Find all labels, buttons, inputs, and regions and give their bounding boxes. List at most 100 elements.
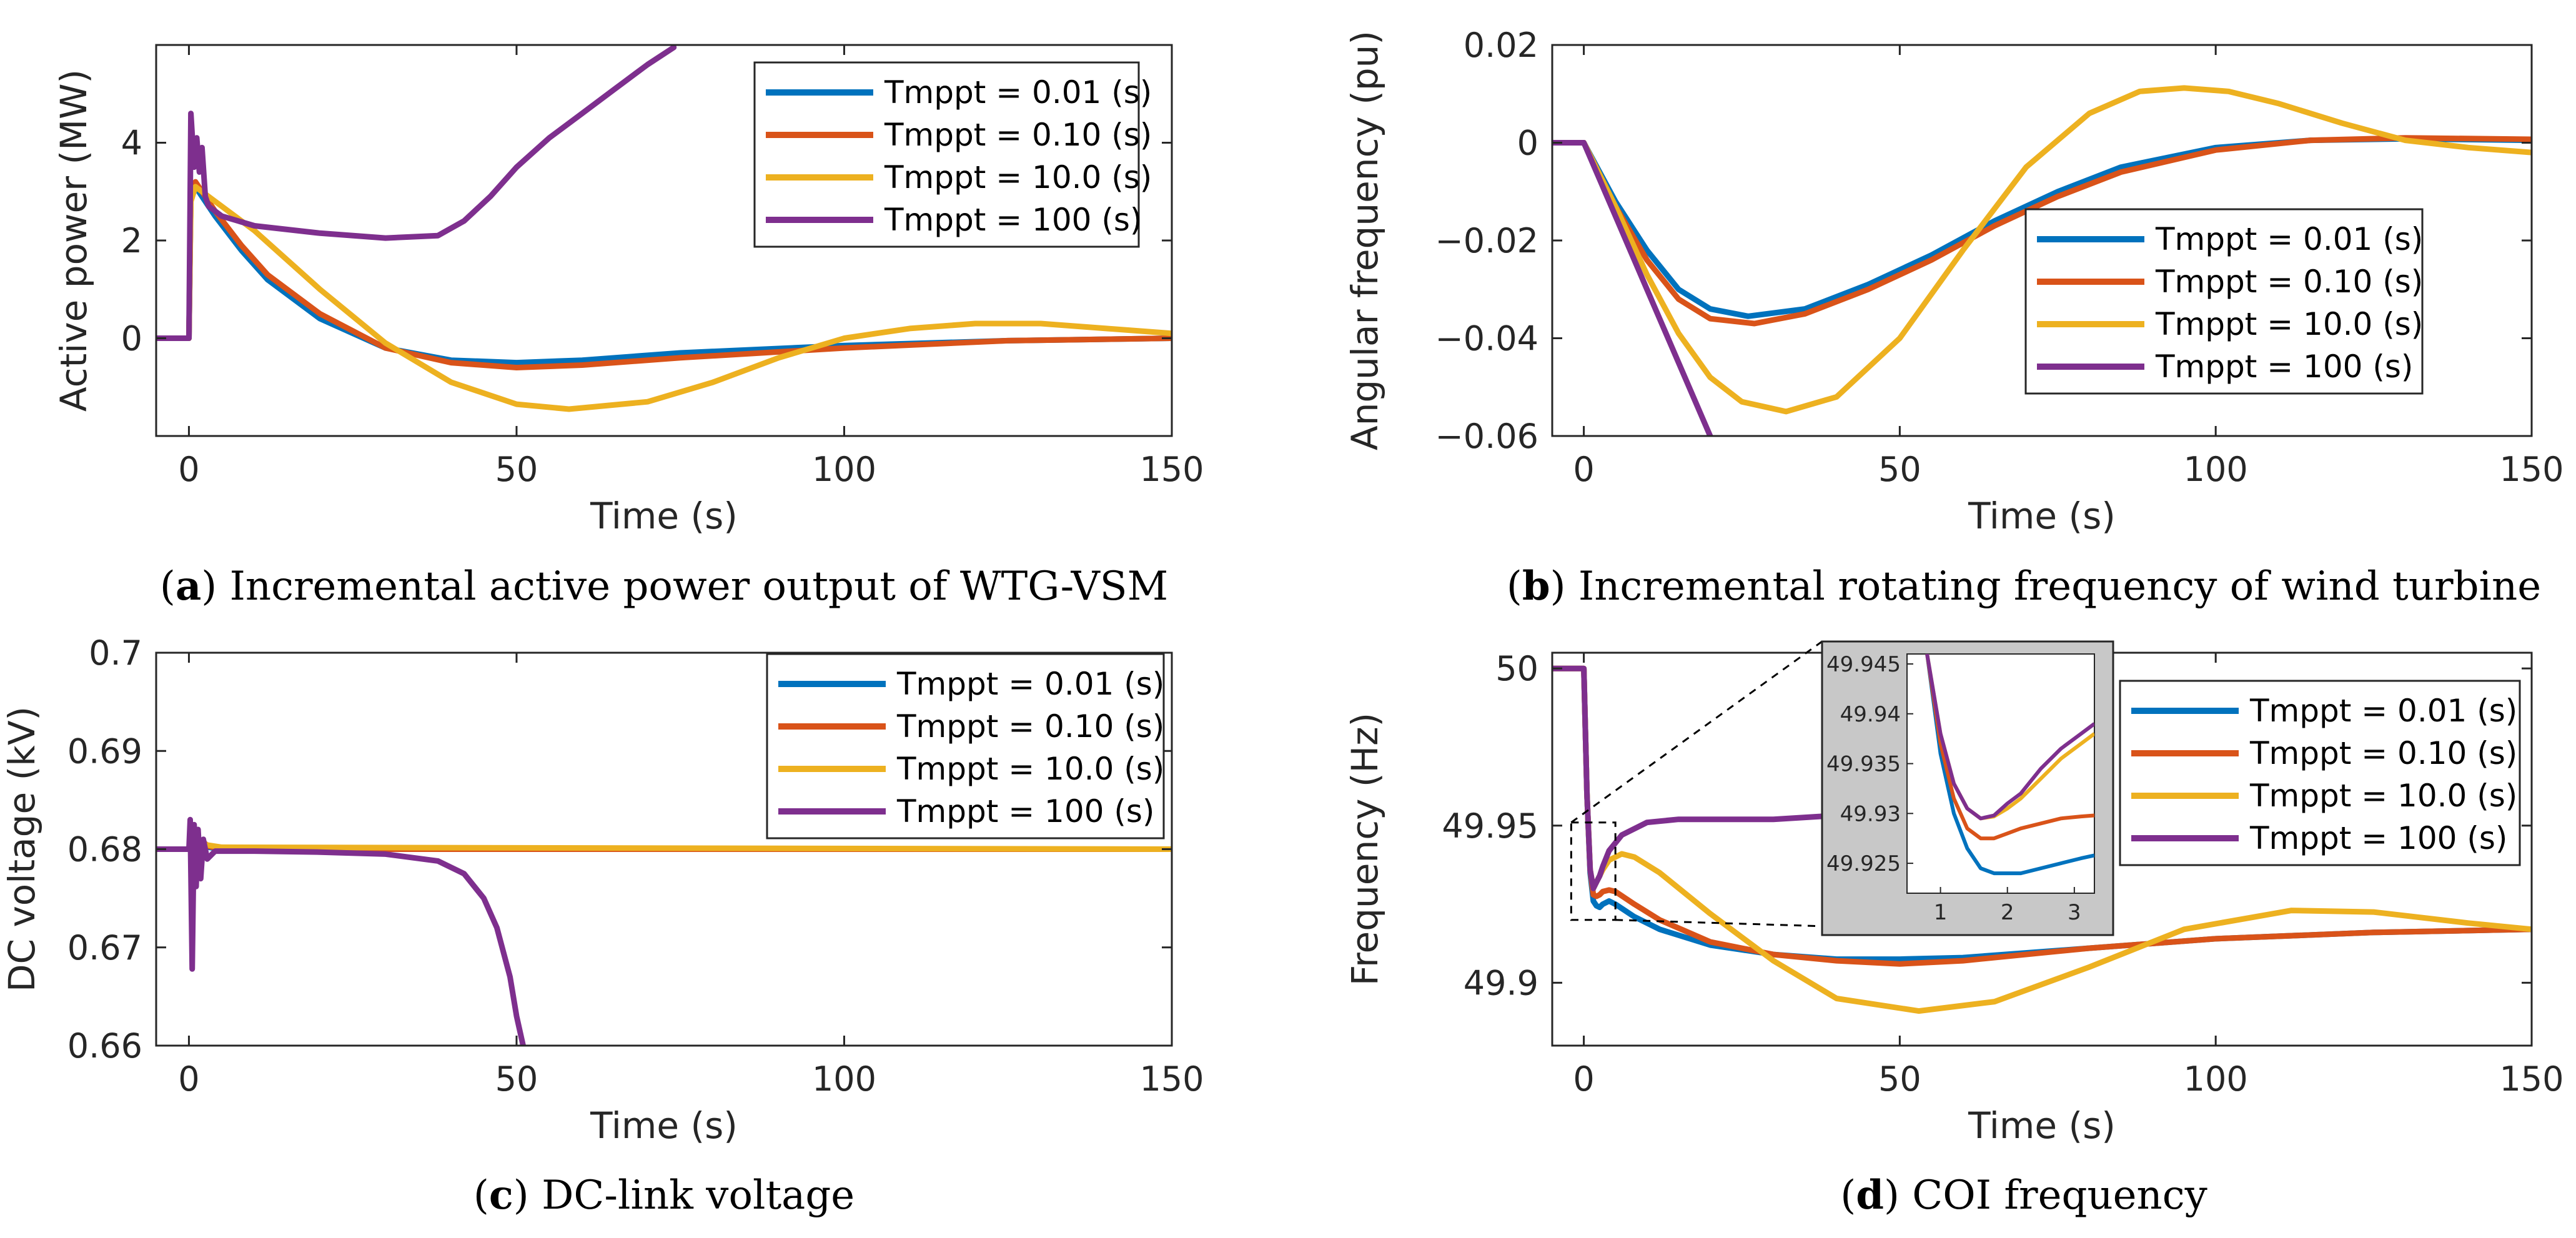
- series-line-4: [156, 45, 677, 341]
- y-tick-label: 0.69: [67, 731, 142, 771]
- x-tick-label: 150: [2499, 450, 2564, 489]
- caption-d: (d) COI frequency: [1840, 1172, 2207, 1219]
- y-tick-label: 50: [1495, 649, 1538, 688]
- y-tick-label: 49.95: [1442, 806, 1538, 846]
- y-tick-label: 49.9: [1464, 963, 1538, 1003]
- legend-entry: Tmppt = 0.01 (s): [884, 74, 1152, 111]
- legend-entry: Tmppt = 10.0 (s): [2249, 778, 2517, 814]
- legend-entry: Tmppt = 0.10 (s): [2249, 735, 2517, 771]
- x-tick-label: 100: [812, 450, 876, 489]
- inset-y-tick-label: 49.94: [1840, 702, 1901, 727]
- x-tick-label: 0: [1573, 1059, 1594, 1099]
- legend-entry: Tmppt = 0.10 (s): [884, 117, 1152, 153]
- legend-entry: Tmppt = 0.01 (s): [2155, 221, 2423, 257]
- legend-entry: Tmppt = 0.10 (s): [2155, 264, 2423, 300]
- inset-x-tick-label: 2: [2001, 900, 2014, 925]
- x-tick-label: 0: [1573, 450, 1594, 489]
- y-tick-label: 0: [1517, 124, 1538, 163]
- x-tick-label: 150: [1139, 450, 1204, 489]
- x-tick-label: 150: [1139, 1059, 1204, 1099]
- inset-y-tick-label: 49.935: [1826, 752, 1901, 777]
- series-line-4: [1552, 140, 1713, 436]
- y-tick-label: 0.02: [1464, 26, 1538, 65]
- x-tick-label: 150: [2499, 1059, 2564, 1099]
- y-tick-label: 0.7: [89, 633, 142, 673]
- inset-y-tick-label: 49.945: [1826, 652, 1901, 677]
- y-tick-label: 4: [121, 124, 142, 163]
- inset-series-line-4: [1925, 654, 2094, 821]
- x-tick-label: 50: [495, 1059, 538, 1099]
- caption-text: DC-link voltage: [529, 1172, 855, 1219]
- y-tick-label: 2: [121, 221, 142, 260]
- y-tick-label: −0.04: [1435, 319, 1538, 359]
- caption-c: (c) DC-link voltage: [473, 1172, 855, 1219]
- chart-d: 0 50 100 150 49.9 49.95 50 Time (s) Frequency (H…: [1344, 640, 2564, 1147]
- x-tick-label: 100: [2184, 450, 2248, 489]
- y-axis-label: Frequency (Hz): [1344, 713, 1386, 986]
- x-tick-label: 100: [812, 1059, 876, 1099]
- caption-paren: (: [160, 563, 176, 610]
- zoom-region-box: [1570, 821, 1617, 921]
- inset-series-line-1: [1925, 654, 2094, 876]
- inset-series-line-2: [1925, 654, 2094, 841]
- series-line-4: [1552, 665, 1852, 891]
- legend: Tmppt = 0.01 (s) Tmppt = 0.10 (s) Tmppt = …: [2024, 208, 2424, 395]
- legend-entry: Tmppt = 100 (s): [896, 793, 1154, 829]
- legend-entry: Tmppt = 0.01 (s): [896, 666, 1164, 702]
- caption-paren: (: [473, 1172, 489, 1219]
- legend: Tmppt = 0.01 (s) Tmppt = 0.10 (s) Tmppt = …: [766, 653, 1165, 839]
- y-tick-label: 0.66: [67, 1026, 142, 1066]
- x-axis-label: Time (s): [1968, 1104, 2116, 1147]
- zoom-connector: [1570, 640, 1823, 823]
- caption-a: (a) Incremental active power output of W…: [160, 563, 1168, 610]
- caption-text: COI frequency: [1900, 1172, 2207, 1219]
- y-tick-label: −0.06: [1435, 417, 1538, 456]
- x-axis-label: Time (s): [1968, 495, 2116, 537]
- x-tick-label: 0: [178, 1059, 199, 1099]
- caption-paren: (: [1840, 1172, 1856, 1219]
- series-line-3: [156, 184, 1172, 412]
- chart-a: 0 50 100 150 0 2 4 Time (s) Active power (MW) Tmp…: [52, 44, 1204, 537]
- inset: 1 2 3 49.925 49.93 49.935 49.94 49.945: [1570, 640, 2114, 936]
- y-axis-label: Active power (MW): [52, 69, 95, 412]
- caption-paren: ): [513, 1172, 529, 1219]
- chart-c: 0 50 100 150 0.66 0.67 0.68 0.69 0.7 Time (s) DC v…: [1, 633, 1204, 1147]
- legend-entry: Tmppt = 100 (s): [2249, 820, 2507, 856]
- caption-paren: ): [1884, 1172, 1900, 1219]
- x-axis-label: Time (s): [590, 495, 738, 537]
- inset-y-tick-label: 49.925: [1826, 851, 1901, 876]
- legend: Tmppt = 0.01 (s) Tmppt = 0.10 (s) Tmppt = …: [753, 61, 1152, 248]
- legend-entry: Tmppt = 0.01 (s): [2249, 693, 2517, 729]
- inset-x-tick-label: 1: [1934, 900, 1948, 925]
- series-line-4: [156, 816, 526, 1046]
- legend-entry: Tmppt = 10.0 (s): [896, 751, 1164, 787]
- caption-letter: a: [176, 563, 201, 610]
- caption-b: (b) Incremental rotating frequency of wi…: [1507, 563, 2541, 610]
- series-group: [1552, 85, 2532, 436]
- legend: Tmppt = 0.01 (s) Tmppt = 0.10 (s) Tmppt = …: [2119, 680, 2521, 866]
- series-group: [156, 45, 1172, 412]
- chart-b: 0 50 100 150 −0.06 −0.04 −0.02 0 0.02 Time (s) Ang…: [1344, 26, 2564, 537]
- y-axis-label: DC voltage (kV): [1, 706, 43, 992]
- inset-plot-area: [1906, 653, 2095, 894]
- inset-x-tick-label: 3: [2068, 900, 2081, 925]
- inset-y-tick-label: 49.93: [1840, 801, 1901, 826]
- x-tick-label: 50: [1878, 1059, 1921, 1099]
- x-tick-label: 100: [2184, 1059, 2248, 1099]
- y-tick-label: 0.68: [67, 830, 142, 869]
- caption-letter: b: [1522, 563, 1550, 610]
- caption-paren: ): [201, 563, 217, 610]
- x-tick-label: 50: [1878, 450, 1921, 489]
- caption-letter: c: [489, 1172, 513, 1219]
- caption-text: Incremental rotating frequency of wind t…: [1566, 563, 2542, 610]
- series-line-3: [1552, 85, 2532, 415]
- caption-paren: ): [1550, 563, 1566, 610]
- caption-paren: (: [1507, 563, 1522, 610]
- legend-entry: Tmppt = 0.10 (s): [896, 708, 1164, 745]
- x-axis-label: Time (s): [590, 1104, 738, 1147]
- series-group: [1552, 665, 2532, 1014]
- x-tick-label: 0: [178, 450, 199, 489]
- legend-entry: Tmppt = 100 (s): [2155, 349, 2413, 385]
- y-axis-label: Angular frequency (pu): [1344, 31, 1386, 450]
